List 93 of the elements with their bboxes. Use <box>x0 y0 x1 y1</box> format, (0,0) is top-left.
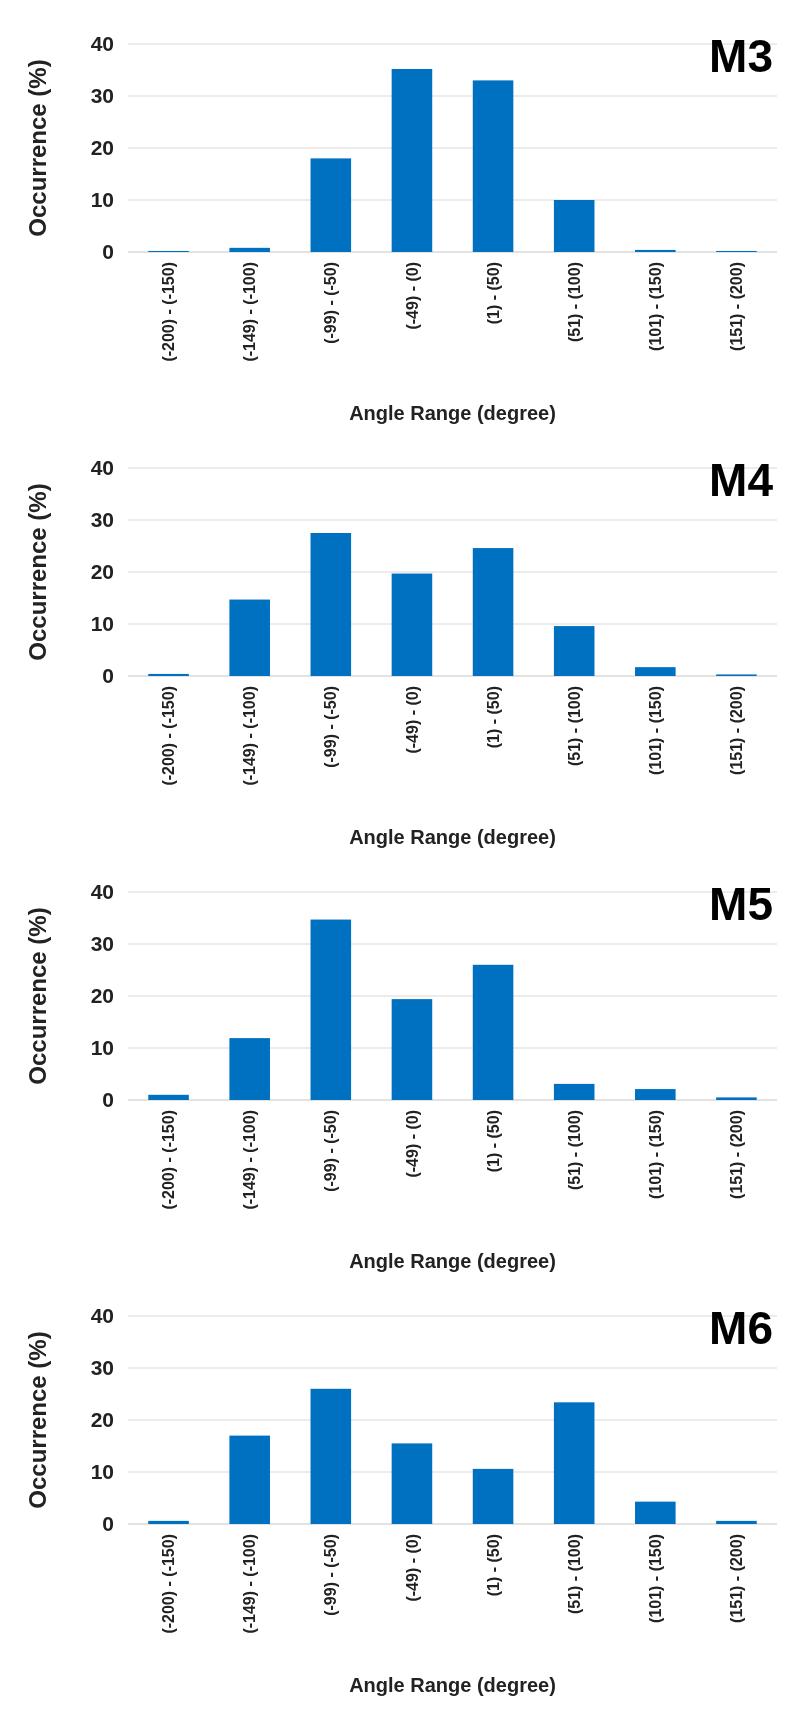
x-axis-title: Angle Range (degree) <box>349 402 556 424</box>
y-tick-label: 40 <box>90 880 114 904</box>
y-tick-label: 40 <box>90 456 114 480</box>
y-tick-label: 30 <box>90 1356 114 1380</box>
y-axis-title: Occurrence (%) <box>24 1331 52 1509</box>
y-axis-title: Occurrence (%) <box>24 907 52 1085</box>
y-tick-label: 20 <box>90 136 114 160</box>
bar <box>391 68 433 252</box>
x-tick-label: (-99) - (-50) <box>322 1534 340 1616</box>
y-tick-label: 30 <box>90 84 114 108</box>
y-tick-label: 0 <box>102 1088 114 1112</box>
y-tick-label: 0 <box>102 1512 114 1536</box>
x-tick-label: (-200) - (-150) <box>160 686 178 786</box>
x-tick-label: (1) - (50) <box>484 1110 502 1173</box>
x-tick-label: (151) - (200) <box>728 1534 746 1623</box>
x-tick-label: (101) - (150) <box>646 1110 664 1199</box>
bar <box>553 1402 595 1524</box>
bar <box>553 1083 595 1100</box>
y-tick-label: 10 <box>90 1460 114 1484</box>
bar <box>472 548 514 676</box>
y-tick-label: 10 <box>90 612 114 636</box>
x-tick-label: (101) - (150) <box>646 686 664 775</box>
x-axis-title: Angle Range (degree) <box>349 1674 556 1696</box>
y-tick-label: 10 <box>90 1036 114 1060</box>
bar <box>553 200 595 252</box>
x-tick-label: (51) - (100) <box>565 1534 583 1615</box>
bar <box>391 573 433 676</box>
x-axis-title: Angle Range (degree) <box>349 826 556 848</box>
x-tick-label: (51) - (100) <box>565 1110 583 1191</box>
x-tick-label: (1) - (50) <box>484 262 502 325</box>
bar <box>229 599 270 676</box>
x-tick-label: (-49) - (0) <box>403 686 421 754</box>
y-axis-title: Occurrence (%) <box>24 59 52 237</box>
bar <box>310 533 352 676</box>
bar <box>716 1097 757 1100</box>
y-tick-label: 0 <box>102 664 114 688</box>
x-tick-label: (101) - (150) <box>646 262 664 351</box>
x-tick-label: (-99) - (-50) <box>322 1110 340 1192</box>
x-tick-label: (1) - (50) <box>484 1534 502 1597</box>
x-tick-label: (-200) - (-150) <box>160 1534 178 1634</box>
bar <box>472 964 514 1100</box>
bar <box>635 249 676 252</box>
bar <box>229 1038 270 1100</box>
bar <box>229 247 270 252</box>
y-tick-label: 30 <box>90 932 114 956</box>
bar <box>716 1520 757 1524</box>
bar <box>635 1089 676 1100</box>
y-tick-label: 40 <box>90 1304 114 1328</box>
bar <box>553 626 595 676</box>
x-tick-label: (-149) - (-100) <box>241 1534 259 1634</box>
y-tick-label: 20 <box>90 1408 114 1432</box>
x-tick-label: (1) - (50) <box>484 686 502 749</box>
bar <box>148 1094 189 1100</box>
bar <box>472 80 514 252</box>
x-tick-label: (-99) - (-50) <box>322 686 340 768</box>
chart-title: M6 <box>709 1302 773 1354</box>
chart-title: M5 <box>709 878 773 930</box>
y-tick-label: 40 <box>90 32 114 56</box>
x-tick-label: (-99) - (-50) <box>322 262 340 344</box>
x-tick-label: (151) - (200) <box>728 262 746 351</box>
chart-title: M3 <box>709 30 773 82</box>
bar <box>229 1435 270 1524</box>
y-tick-label: 20 <box>90 984 114 1008</box>
y-tick-label: 20 <box>90 560 114 584</box>
y-axis-title: Occurrence (%) <box>24 483 52 661</box>
bar <box>148 673 189 676</box>
y-tick-label: 0 <box>102 240 114 264</box>
bar <box>310 158 352 252</box>
x-tick-label: (51) - (100) <box>565 686 583 767</box>
x-tick-label: (-200) - (-150) <box>160 1110 178 1210</box>
chart-title: M4 <box>709 454 774 506</box>
x-tick-label: (-49) - (0) <box>403 1534 421 1602</box>
x-tick-label: (-149) - (-100) <box>241 262 259 362</box>
x-tick-label: (101) - (150) <box>646 1534 664 1623</box>
x-tick-label: (-49) - (0) <box>403 1110 421 1178</box>
y-tick-label: 10 <box>90 188 114 212</box>
x-tick-label: (-200) - (-150) <box>160 262 178 362</box>
bar <box>472 1468 514 1524</box>
x-tick-label: (51) - (100) <box>565 262 583 343</box>
x-tick-label: (-149) - (-100) <box>241 686 259 786</box>
bar <box>310 919 352 1100</box>
x-tick-label: (-49) - (0) <box>403 262 421 330</box>
bar <box>391 1443 433 1524</box>
y-tick-label: 30 <box>90 508 114 532</box>
x-tick-label: (-149) - (-100) <box>241 1110 259 1210</box>
x-tick-label: (151) - (200) <box>728 686 746 775</box>
bar <box>148 1520 189 1524</box>
bar <box>391 999 433 1100</box>
bar <box>635 1501 676 1524</box>
x-tick-label: (151) - (200) <box>728 1110 746 1199</box>
bar <box>310 1388 352 1524</box>
x-axis-title: Angle Range (degree) <box>349 1250 556 1272</box>
bar <box>635 667 676 676</box>
